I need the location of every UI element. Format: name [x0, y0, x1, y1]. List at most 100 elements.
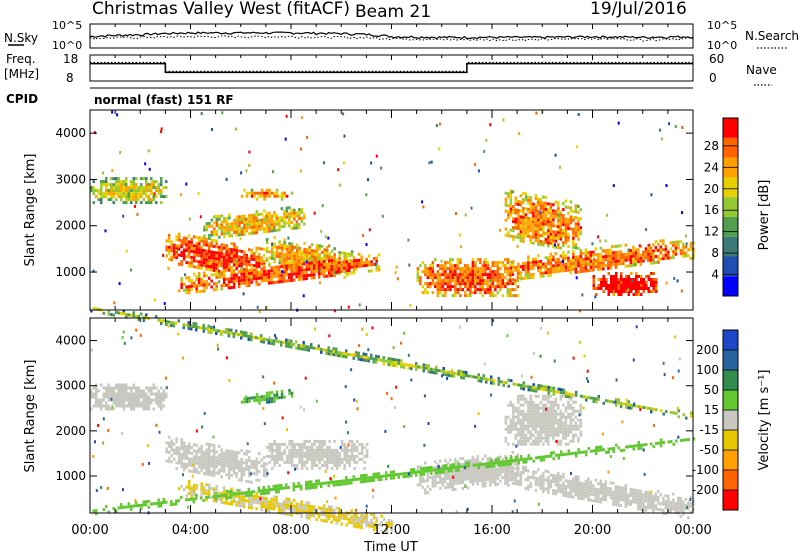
- heatmap-cell: [272, 281, 276, 284]
- heatmap-speckle: [148, 167, 151, 171]
- heatmap-cell: [157, 401, 160, 405]
- heatmap-cell: [484, 291, 487, 295]
- heatmap-cell: [207, 265, 211, 268]
- heatmap-cell: [345, 517, 348, 521]
- heatmap-cell: [195, 470, 198, 474]
- heatmap-cell: [426, 276, 430, 280]
- heatmap-cell: [273, 442, 276, 446]
- heatmap-cell: [265, 224, 269, 227]
- heatmap-cell: [270, 223, 274, 227]
- heatmap-cell: [250, 459, 253, 463]
- heatmap-cell: [544, 418, 548, 422]
- heatmap-cell: [330, 255, 334, 259]
- heatmap-cell: [617, 244, 620, 248]
- heatmap-cell: [594, 265, 598, 269]
- heatmap-cell: [439, 279, 442, 283]
- heatmap-cell: [491, 261, 495, 265]
- heatmap-cell: [325, 448, 329, 452]
- heatmap-cell: [225, 250, 228, 254]
- heatmap-cell: [431, 267, 435, 271]
- heatmap-cell: [288, 248, 291, 252]
- heatmap-cell: [625, 287, 628, 290]
- heatmap-speckle: [455, 212, 457, 215]
- heatmap-cell: [564, 229, 568, 233]
- heatmap-cell: [107, 192, 110, 196]
- heatmap-cell: [635, 287, 638, 290]
- heatmap-speckle: [490, 283, 493, 287]
- heatmap-cell: [350, 515, 353, 519]
- heatmap-cell: [157, 186, 160, 190]
- heatmap-cell: [594, 259, 598, 263]
- heatmap-cell: [577, 255, 580, 259]
- heatmap-cell: [620, 284, 623, 287]
- heatmap-cell: [150, 183, 153, 187]
- heatmap-cell: [260, 499, 263, 503]
- heatmap-cell: [262, 473, 266, 477]
- heatmap-cell: [559, 210, 563, 214]
- heatmap-cell: [439, 273, 442, 277]
- heatmap-cell: [320, 509, 323, 513]
- heatmap-cell: [278, 225, 281, 229]
- heatmap-cell: [213, 227, 216, 231]
- heatmap-cell: [257, 247, 261, 250]
- heatmap-cell: [217, 272, 221, 276]
- heatmap-cell: [353, 454, 356, 458]
- heatmap-cell: [532, 389, 535, 393]
- heatmap-cell: [112, 392, 115, 396]
- heatmap-cell: [517, 221, 520, 224]
- heatmap-cell: [554, 418, 558, 422]
- heatmap-cell: [335, 506, 338, 510]
- heatmap-cell: [180, 283, 183, 287]
- heatmap-cell: [645, 406, 648, 410]
- heatmap-cell: [382, 356, 385, 360]
- heatmap-cell: [559, 219, 563, 223]
- heatmap-cell: [130, 407, 133, 411]
- heatmap-cell: [242, 331, 245, 334]
- heatmap-cell: [145, 177, 148, 181]
- heatmap-cell: [122, 398, 125, 402]
- heatmap-cell: [295, 448, 299, 452]
- heatmap-cell: [479, 273, 482, 277]
- heatmap-cell: [479, 270, 482, 274]
- heatmap-cell: [122, 312, 125, 316]
- heatmap-cell: [200, 447, 203, 451]
- heatmap-cell: [514, 294, 517, 298]
- heatmap-cell: [370, 518, 373, 522]
- heatmap-cell: [205, 258, 208, 262]
- heatmap-cell: [202, 252, 206, 256]
- heatmap-cell: [298, 217, 301, 221]
- heatmap-cell: [509, 424, 513, 428]
- heatmap-cell: [506, 267, 510, 271]
- heatmap-cell: [574, 258, 578, 262]
- heatmap-cell: [496, 291, 500, 295]
- heatmap-cell: [517, 262, 520, 266]
- heatmap-cell: [342, 260, 346, 264]
- heatmap-cell: [252, 497, 256, 501]
- heatmap-cell: [474, 473, 477, 477]
- heatmap-cell: [120, 401, 123, 405]
- heatmap-cell: [190, 278, 193, 282]
- heatmap-cell: [522, 403, 525, 407]
- heatmap-cell: [202, 485, 206, 489]
- heatmap-cell: [494, 279, 497, 283]
- heatmap-cell: [200, 277, 203, 281]
- heatmap-speckle: [119, 151, 122, 154]
- heatmap-cell: [327, 274, 331, 278]
- heatmap-cell: [315, 451, 319, 455]
- heatmap-cell: [622, 287, 625, 290]
- heatmap-cell: [534, 412, 538, 416]
- heatmap-cell: [177, 455, 181, 459]
- heatmap-cell: [542, 222, 545, 226]
- heatmap-cell: [491, 471, 495, 475]
- heatmap-cell: [225, 228, 229, 232]
- heatmap-cell: [222, 275, 226, 278]
- heatmap-cell: [340, 516, 343, 520]
- heatmap-cell: [180, 242, 183, 246]
- heatmap-cell: [365, 263, 368, 267]
- heatmap-cell: [355, 354, 358, 358]
- heatmap-cell: [554, 403, 558, 407]
- heatmap-cell: [102, 311, 105, 315]
- heatmap-cell: [192, 247, 196, 251]
- heatmap-cell: [197, 266, 201, 270]
- heatmap-cell: [283, 194, 286, 198]
